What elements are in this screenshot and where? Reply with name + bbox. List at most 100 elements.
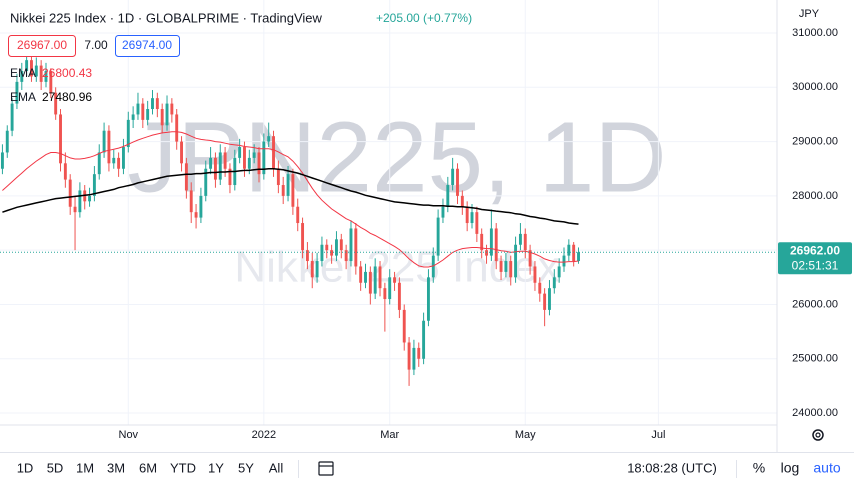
candle-body	[562, 255, 566, 267]
candle-body	[170, 103, 174, 115]
candle-body	[39, 65, 43, 82]
candle-body	[460, 195, 464, 207]
candle-body	[480, 233, 484, 251]
candle-body	[276, 168, 280, 186]
indicator-legend: EMA 26800.43 EMA 27480.96	[10, 66, 92, 104]
y-tick-label: 28000.00	[792, 190, 838, 202]
bottom-toolbar: 1D 5D 1M 3M 6M YTD 1Y 5Y All 18:08:28 (UTC)% log au…	[17, 460, 841, 478]
candle-body	[291, 174, 295, 207]
candle-body	[5, 130, 9, 153]
candle-body	[151, 98, 154, 110]
countdown: 02:51:31	[792, 258, 839, 272]
candle-body	[310, 261, 314, 278]
candle-body	[572, 244, 576, 262]
candle-body	[59, 114, 62, 164]
candle-body	[20, 71, 24, 82]
candle-body	[262, 141, 266, 175]
candle-body	[165, 103, 169, 126]
auto-toggle[interactable]: auto	[813, 460, 840, 476]
last-price-box	[778, 242, 852, 275]
currency-label: JPY	[799, 8, 820, 20]
x-tick-label: 2022	[252, 429, 276, 441]
gear-ring	[812, 429, 824, 441]
candle-body	[160, 109, 164, 126]
candle-body	[117, 157, 121, 169]
clock[interactable]: 18:08:28 (UTC)	[627, 460, 717, 475]
candle-body	[436, 217, 440, 256]
range-button[interactable]: All	[269, 460, 284, 475]
x-tick-label: Mar	[380, 429, 399, 441]
percent-toggle[interactable]: %	[753, 460, 765, 476]
candle-body	[184, 163, 188, 191]
candle-body	[78, 190, 82, 213]
candle-body	[475, 212, 479, 234]
candle-body	[417, 347, 421, 359]
range-button[interactable]: 5D	[47, 460, 64, 475]
candle-body	[368, 271, 372, 294]
candle-body	[373, 266, 377, 294]
candle-body	[431, 255, 435, 278]
range-button[interactable]: 1D	[17, 460, 34, 475]
watermark-symbol: JPN225, 1D	[127, 101, 666, 213]
range-button[interactable]: 1M	[76, 460, 94, 475]
x-tick-label: May	[515, 429, 536, 441]
candle-body	[509, 261, 513, 278]
candle-body	[257, 152, 261, 175]
candle-body	[97, 152, 101, 175]
date-range-icon[interactable]	[318, 461, 334, 476]
candle-body	[141, 103, 145, 120]
candle-body	[557, 266, 561, 278]
candle-body	[54, 92, 58, 115]
candle-body	[388, 277, 392, 300]
ask-box[interactable]	[115, 35, 180, 57]
candle-body	[102, 130, 106, 153]
candle-body	[315, 261, 319, 278]
candle-body	[243, 147, 246, 169]
candle-body	[296, 206, 300, 224]
candle-body	[131, 114, 135, 120]
candle-body	[272, 136, 275, 169]
candle-body	[548, 288, 551, 310]
candle-body	[44, 71, 48, 82]
range-button[interactable]: 6M	[139, 460, 157, 475]
range-button[interactable]: 3M	[107, 460, 125, 475]
range-button[interactable]: 1Y	[208, 460, 224, 475]
candle-body	[68, 179, 72, 207]
candle-body	[228, 168, 232, 186]
ema-line	[2, 167, 579, 225]
candle-body	[223, 152, 227, 169]
gear-icon[interactable]	[812, 429, 824, 441]
indicator-name: EMA	[10, 90, 36, 104]
candle-body	[189, 190, 193, 213]
range-button[interactable]: 5Y	[238, 460, 254, 475]
candle-body	[194, 212, 198, 218]
candle-body	[281, 185, 285, 196]
candle-body	[146, 109, 150, 120]
candle-body	[393, 277, 397, 283]
range-button[interactable]: YTD	[170, 460, 196, 475]
candle-body	[252, 152, 256, 158]
candle-body	[34, 65, 38, 77]
candle-body	[451, 168, 455, 186]
candle-body	[218, 152, 222, 180]
candle-body	[10, 103, 14, 131]
candle-body	[25, 60, 29, 72]
x-tick-label: Nov	[119, 429, 139, 441]
last-price-label: 26962.00	[790, 243, 840, 257]
log-toggle[interactable]: log	[781, 460, 800, 476]
candle-body	[209, 157, 213, 169]
bid-box[interactable]	[8, 35, 76, 57]
y-tick-label: 30000.00	[792, 81, 838, 93]
candle-body	[518, 233, 522, 245]
spread: 7.00	[84, 38, 108, 52]
candle-body	[88, 195, 92, 202]
candle-body	[121, 147, 125, 169]
candle-body	[533, 266, 537, 283]
candle-body	[465, 206, 469, 224]
indicator-value: 27480.96	[42, 90, 92, 104]
candle-body	[0, 152, 4, 169]
candle-body	[247, 157, 251, 169]
candle-body	[63, 163, 67, 180]
